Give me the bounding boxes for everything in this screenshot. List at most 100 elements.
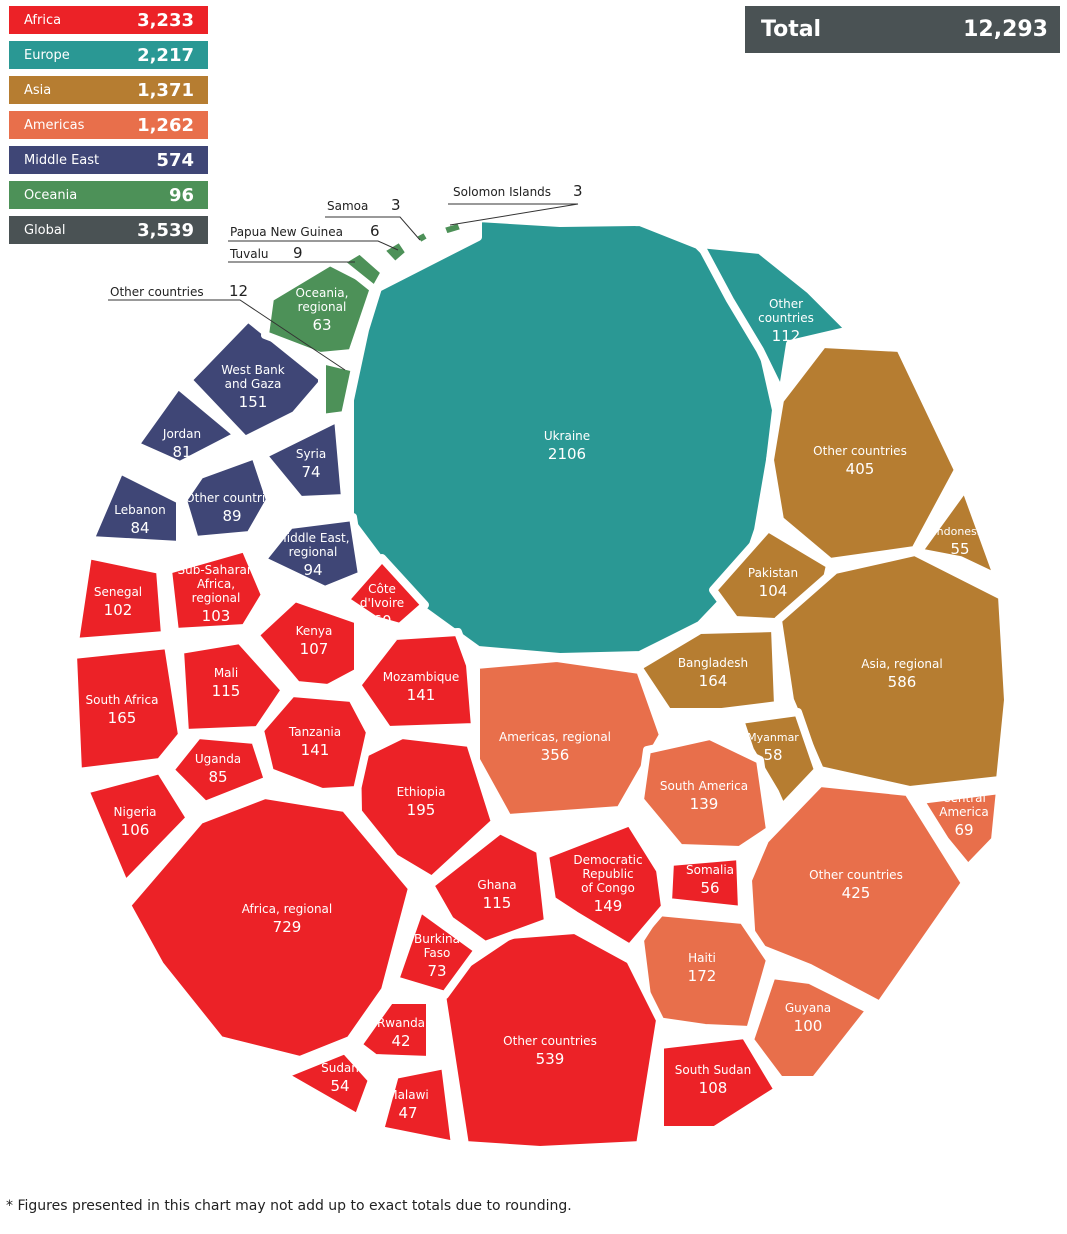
cell-label: Guyana [785, 1001, 831, 1015]
cell-23 [279, 1046, 376, 1122]
cell-value: 729 [273, 918, 302, 936]
cell-value: 94 [303, 561, 322, 579]
cell-label: Sub-Saharan [178, 563, 255, 577]
cell-label: Burkina [414, 932, 460, 946]
cell-label: Mali [214, 666, 238, 680]
legend-item-europe: Europe 2,217 [9, 41, 208, 69]
cell-label: d'Ivoire [360, 596, 404, 610]
cell-label: Other countries [503, 1034, 597, 1048]
cell-value: 55 [950, 540, 969, 558]
legend-name: Asia [24, 82, 52, 98]
cell-label: Oceania, [296, 286, 349, 300]
cell-value: 106 [121, 821, 150, 839]
cell-value: 2106 [548, 445, 586, 463]
cell-value: 69 [954, 821, 973, 839]
cell-27 [256, 689, 374, 796]
callout-label: Samoa [327, 199, 368, 213]
cell-7 [634, 624, 782, 716]
cell-value: 73 [427, 962, 446, 980]
cell-4 [914, 483, 1002, 582]
cell-value: 151 [239, 393, 268, 411]
legend-name: Europe [24, 47, 70, 63]
cell-29 [341, 554, 429, 631]
cell-label: Middle East, [276, 531, 349, 545]
cell-label: of Congo [581, 881, 635, 895]
cell-24 [123, 791, 416, 1064]
total-label: Total [761, 17, 822, 42]
cell-value: 58 [763, 746, 782, 764]
callout-line [108, 299, 346, 371]
cell-label: West Bank [221, 363, 285, 377]
cell-label: Mozambique [383, 670, 460, 684]
cell-value: 164 [699, 672, 728, 690]
cell-label: Americas, regional [499, 730, 611, 744]
cell-36 [258, 513, 366, 594]
callout-line [325, 216, 421, 241]
cell-46 [408, 224, 436, 251]
legend-value: 96 [168, 184, 194, 206]
cell-value: 102 [104, 601, 133, 619]
cell-35 [164, 544, 269, 636]
cell-value: 56 [700, 879, 719, 897]
cell-value: 165 [108, 709, 137, 727]
cell-43 [318, 356, 359, 422]
cell-value: 81 [172, 443, 191, 461]
cell-18 [436, 926, 664, 1154]
cell-label: Bangladesh [678, 656, 748, 670]
cell-8 [736, 708, 822, 812]
cell-value: 54 [330, 1077, 349, 1095]
cell-41 [184, 314, 329, 444]
legend-value: 574 [156, 149, 194, 171]
callout-value: 6 [370, 222, 380, 240]
cell-label: Rwanda [377, 1016, 425, 1030]
total-value: 12,293 [963, 17, 1048, 42]
cell-value: 195 [407, 801, 436, 819]
cell-label: South Africa [86, 693, 159, 707]
cell-value: 42 [391, 1032, 410, 1050]
cell-label: Malawi [387, 1088, 429, 1102]
cell-label: Central [942, 791, 986, 805]
legend-value: 3,539 [137, 219, 194, 241]
cell-label: Syria [296, 447, 326, 461]
cell-label: Faso [424, 946, 451, 960]
callout-line [448, 203, 579, 226]
cell-30 [176, 636, 289, 737]
cell-value: 115 [212, 682, 241, 700]
cell-value: 47 [398, 1104, 417, 1122]
cell-value: 85 [208, 768, 227, 786]
cell-38 [86, 466, 184, 549]
cell-label: Sudan [321, 1061, 359, 1075]
cell-value: 104 [759, 582, 788, 600]
cell-value: 172 [688, 967, 717, 985]
callout-value: 3 [573, 182, 583, 200]
cell-value: 115 [483, 894, 512, 912]
legend-item-africa: Africa 3,233 [9, 6, 208, 34]
callout-value: 12 [229, 282, 248, 300]
legend-item-asia: Asia 1,371 [9, 76, 208, 104]
cell-label: Other countries [813, 444, 907, 458]
cell-value: 356 [541, 746, 570, 764]
cell-label: Other countries [185, 491, 279, 505]
cell-label: Kenya [296, 624, 333, 638]
cell-value: 139 [690, 795, 719, 813]
cell-19 [426, 826, 552, 949]
legend-name: Africa [24, 12, 62, 28]
cell-45 [376, 234, 414, 270]
cell-label: Jordan [162, 427, 201, 441]
cell-value: 112 [772, 327, 801, 345]
cell-value: 107 [300, 640, 329, 658]
cell-label: Nigeria [114, 805, 157, 819]
cell-label: South Sudan [675, 1063, 752, 1077]
legend: Africa 3,233 Europe 2,217 Asia 1,371 Americ… [9, 6, 208, 251]
legend-name: Americas [24, 117, 85, 133]
cell-28 [251, 594, 362, 692]
cell-value: 89 [222, 507, 241, 525]
legend-value: 1,262 [137, 114, 194, 136]
cell-33 [69, 641, 186, 776]
cell-label: Pakistan [748, 566, 798, 580]
cell-20 [391, 904, 482, 999]
cell-label: America [939, 805, 989, 819]
cell-label: Other countries [809, 868, 903, 882]
callout-label: Papua New Guinea [230, 225, 343, 239]
